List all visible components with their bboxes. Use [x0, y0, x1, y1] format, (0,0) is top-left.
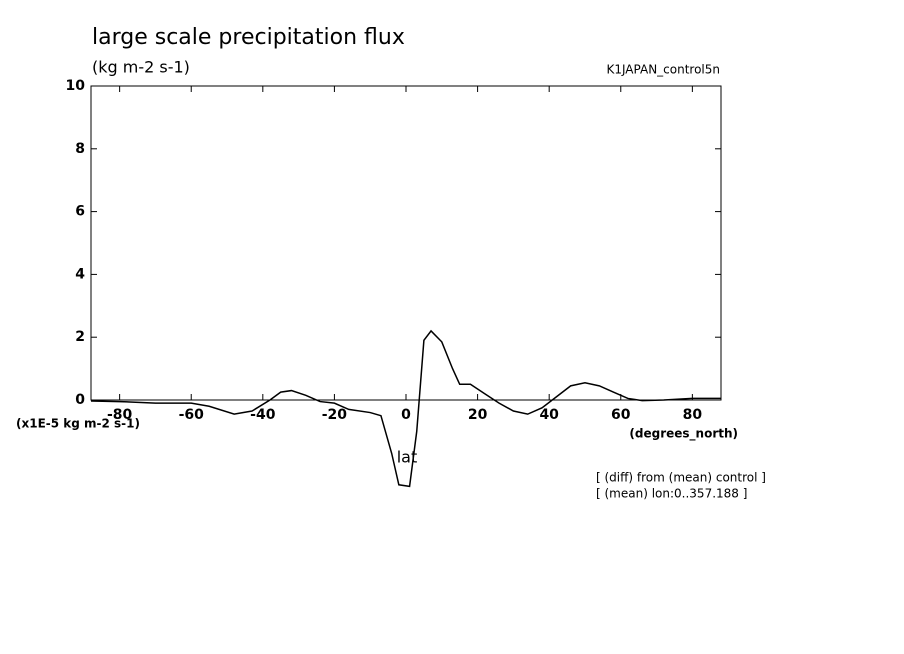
- chart-subtitle: (kg m-2 s-1): [92, 58, 190, 77]
- x-tick-label: -60: [179, 407, 205, 423]
- y-tick-label: 0: [75, 392, 85, 408]
- x-tick-label: 60: [611, 407, 631, 423]
- x-tick-label: 0: [401, 407, 411, 423]
- x-tick-label: -80: [107, 407, 133, 423]
- x-tick-label: 40: [539, 407, 559, 423]
- x-tick-label: 20: [468, 407, 488, 423]
- run-label: K1JAPAN_control5n: [606, 63, 720, 77]
- x-tick-label: -20: [322, 407, 348, 423]
- note: [ (mean) lon:0..357.188 ]: [596, 487, 747, 501]
- y-tick-label: 6: [75, 204, 85, 220]
- data-line: [90, 329, 721, 488]
- chart-title: large scale precipitation flux: [92, 25, 405, 50]
- y-tick-label: 2: [75, 329, 85, 345]
- y-unit-label: (x1E-5 kg m-2 s-1): [16, 417, 140, 431]
- y-tick-label: 10: [66, 78, 86, 94]
- y-tick-label: 4: [75, 266, 85, 282]
- plot-frame: [90, 85, 722, 401]
- note: [ (diff) from (mean) control ]: [596, 471, 766, 485]
- x-unit-label: (degrees_north): [629, 427, 738, 442]
- x-tick-label: -40: [250, 407, 276, 423]
- y-tick-label: 8: [75, 141, 85, 157]
- x-tick-label: 80: [683, 407, 703, 423]
